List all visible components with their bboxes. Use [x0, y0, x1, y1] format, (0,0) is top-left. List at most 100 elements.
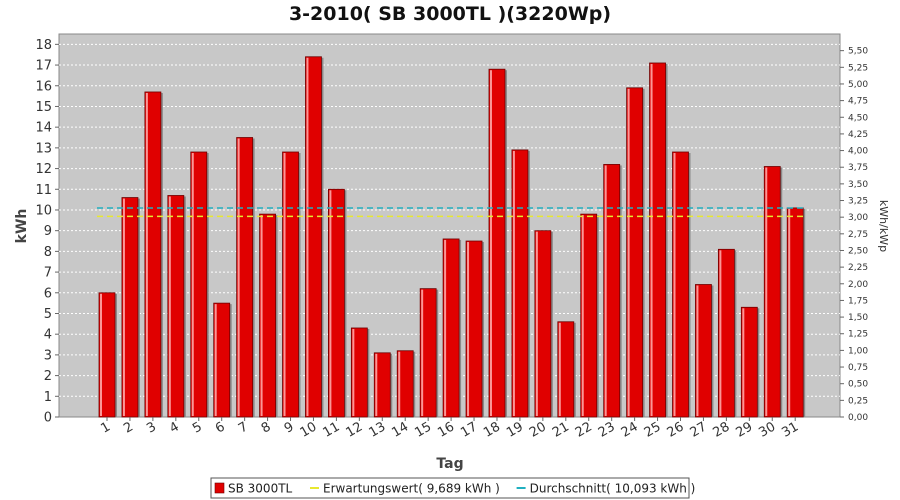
y-tick-label: 14 — [35, 121, 52, 136]
x-tick-label: 16 — [435, 419, 457, 440]
x-tick-label: 25 — [642, 419, 664, 440]
x-axis: 1 2 3 4 5 6 7 8 9 10 11 12 13 14 15 16 17 18 19 20 21 22 23 24 2… — [98, 417, 801, 441]
y-tick-label: 5 — [44, 307, 52, 322]
x-tick-label: 31 — [779, 419, 801, 440]
y-tick-label: 18 — [35, 38, 52, 53]
bar-highlight — [421, 289, 424, 416]
legend-label: SB 3000TL — [228, 482, 293, 496]
bar-highlight — [604, 165, 607, 416]
y-right-tick-label: 1,00 — [848, 346, 868, 356]
y-right-tick-label: 2,75 — [848, 230, 868, 240]
y-right-tick-label: 4,25 — [848, 130, 868, 140]
y-tick-label: 15 — [35, 100, 52, 115]
x-tick-label: 21 — [550, 419, 572, 440]
bar-highlight — [375, 353, 378, 416]
x-tick-label: 4 — [167, 419, 182, 436]
x-tick-label: 5 — [190, 419, 205, 436]
y-right-tick-label: 2,25 — [848, 263, 868, 273]
y-right-tick-label: 0,00 — [848, 413, 868, 423]
bar-highlight — [237, 138, 240, 416]
bar-highlight — [719, 250, 722, 416]
y-right-tick-label: 3,50 — [848, 180, 868, 190]
y-tick-label: 16 — [35, 79, 52, 94]
bar-series — [98, 56, 806, 418]
x-tick-label: 28 — [711, 419, 733, 440]
x-tick-label: 20 — [527, 419, 549, 440]
bar-highlight — [283, 153, 286, 416]
bar-highlight — [650, 63, 653, 416]
bar-highlight — [581, 215, 584, 416]
legend-label: Durchschnitt( 10,093 kWh ) — [530, 482, 696, 496]
x-tick-label: 17 — [458, 419, 480, 440]
bar-highlight — [398, 351, 401, 416]
y-tick-label: 11 — [35, 183, 52, 198]
bar-highlight — [145, 92, 148, 417]
y-tick-label: 2 — [44, 369, 52, 384]
x-tick-label: 6 — [213, 419, 228, 436]
y-tick-label: 8 — [44, 245, 52, 260]
bar-highlight — [788, 208, 791, 416]
bar-highlight — [765, 167, 768, 416]
y-right-tick-label: 4,00 — [848, 147, 868, 157]
chart-title: 3-2010( SB 3000TL )(3220Wp) — [289, 3, 611, 25]
plot-area — [58, 33, 841, 418]
x-tick-label: 9 — [282, 419, 297, 436]
x-tick-label: 12 — [344, 419, 366, 440]
y-tick-label: 3 — [44, 348, 52, 363]
x-tick-label: 13 — [366, 419, 388, 440]
y-tick-label: 6 — [44, 286, 52, 301]
x-tick-label: 29 — [733, 419, 755, 440]
bar-highlight — [214, 304, 217, 416]
y-right-tick-label: 3,00 — [848, 213, 868, 223]
bar-highlight — [512, 150, 515, 417]
y-tick-label: 10 — [35, 203, 52, 218]
y-tick-label: 1 — [44, 390, 52, 405]
legend-box — [210, 477, 690, 499]
bar-highlight — [329, 190, 332, 416]
x-tick-label: 27 — [688, 419, 710, 440]
bar-highlight — [352, 328, 355, 416]
x-tick-label: 30 — [756, 419, 778, 440]
y-right-tick-label: 4,75 — [848, 97, 868, 107]
x-axis-label: Tag — [436, 456, 463, 472]
y-right-tick-label: 5,00 — [848, 80, 868, 90]
y-axis-right: 0,00 0,25 0,50 0,75 1,00 1,25 1,50 1,75 2,00 2,25… — [840, 47, 868, 423]
y-right-tick-label: 0,75 — [848, 363, 868, 373]
y-right-tick-label: 1,50 — [848, 313, 868, 323]
bar-highlight — [122, 198, 125, 416]
x-tick-label: 14 — [389, 419, 411, 440]
x-tick-label: 19 — [504, 419, 526, 440]
y-tick-label: 13 — [35, 141, 52, 156]
bar-highlight — [627, 88, 630, 416]
y-tick-label: 17 — [35, 59, 52, 74]
x-tick-label: 2 — [121, 419, 136, 436]
bar-highlight — [168, 196, 171, 416]
y-right-tick-label: 4,50 — [848, 113, 868, 123]
x-tick-label: 1 — [98, 419, 113, 436]
y-right-tick-label: 3,25 — [848, 197, 868, 207]
x-tick-label: 24 — [619, 419, 641, 440]
y-right-tick-label: 1,75 — [848, 296, 868, 306]
bar-highlight — [696, 285, 699, 416]
y-axis-right-label: kWh/kWp — [877, 200, 890, 252]
bar-highlight — [306, 57, 309, 416]
legend: SB 3000TL Erwartungswert( 9,689 kWh ) Durc… — [210, 477, 696, 499]
legend-label: Erwartungswert( 9,689 kWh ) — [323, 482, 500, 496]
bar-highlight — [558, 322, 561, 416]
bar-highlight — [535, 231, 538, 416]
x-tick-label: 10 — [298, 419, 320, 440]
y-right-tick-label: 2,50 — [848, 246, 868, 256]
y-tick-label: 0 — [44, 411, 52, 426]
y-right-tick-label: 3,75 — [848, 163, 868, 173]
y-right-tick-label: 0,25 — [848, 396, 868, 406]
y-tick-label: 7 — [44, 266, 52, 281]
bar-highlight — [191, 153, 194, 416]
legend-swatch-bar — [214, 482, 225, 494]
y-right-tick-label: 2,00 — [848, 280, 868, 290]
y-tick-label: 12 — [35, 162, 52, 177]
y-right-tick-label: 5,50 — [848, 47, 868, 57]
bar-highlight — [673, 153, 676, 416]
y-right-tick-label: 1,25 — [848, 330, 868, 340]
